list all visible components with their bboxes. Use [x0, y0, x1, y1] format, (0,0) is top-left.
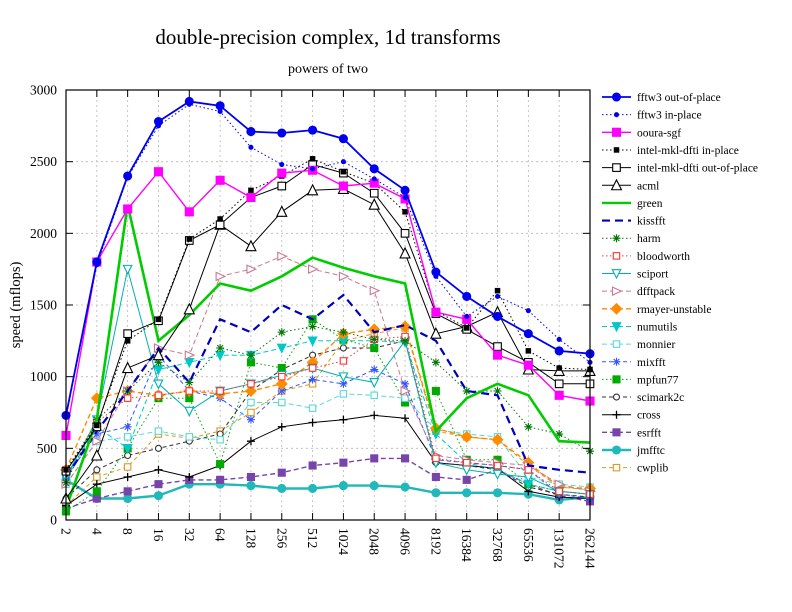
series-line	[65, 340, 591, 495]
legend-label: mixfft	[637, 357, 666, 369]
series-line	[65, 478, 591, 502]
legend: fftw3 out-of-place fftw3 in-place ooura-sg…	[602, 92, 758, 475]
series-line	[65, 103, 591, 417]
legend-item: sciport	[602, 269, 669, 281]
x-tick-label: 16	[151, 528, 166, 542]
chart-subtitle: powers of two	[288, 62, 368, 77]
legend-item: cross	[602, 410, 661, 422]
legend-label: harm	[637, 233, 661, 245]
legend-item: monnier	[602, 339, 675, 351]
x-tick-label: 2048	[367, 528, 382, 555]
legend-label: cross	[637, 410, 661, 422]
x-tick-label: 256	[274, 528, 289, 549]
legend-label: rmayer-unstable	[637, 304, 712, 316]
y-tick-label: 2500	[30, 154, 57, 169]
legend-item: dfftpack	[602, 286, 675, 298]
series-line	[65, 327, 591, 507]
legend-label: fftw3 out-of-place	[637, 92, 721, 104]
x-tick-label: 4096	[398, 528, 413, 555]
legend-label: kissfft	[637, 216, 666, 228]
series-line	[65, 293, 591, 478]
x-tick-label: 128	[243, 528, 258, 549]
legend-item: harm	[602, 233, 661, 245]
series-line	[65, 457, 591, 510]
x-tick-label: 64	[213, 528, 228, 542]
legend-label: jmfftc	[636, 445, 665, 457]
series-line	[65, 335, 591, 495]
x-tick-label: 262144	[583, 528, 598, 569]
x-tick-label: 65536	[521, 528, 536, 562]
legend-label: scimark2c	[637, 392, 684, 404]
x-tick-label: 2	[59, 528, 74, 535]
legend-label: dfftpack	[637, 286, 675, 298]
axes: 0 500 1000 1500 2000 2500 3000 2 4 8 16 32 64 128 256 5…	[30, 83, 598, 569]
legend-item: green	[602, 198, 663, 210]
legend-item: fftw3 out-of-place	[602, 92, 721, 104]
legend-label: intel-mkl-dfti out-of-place	[637, 163, 758, 175]
legend-item: numutils	[602, 321, 678, 333]
series-line	[65, 269, 591, 495]
series-line	[65, 100, 591, 416]
x-tick-label: 131072	[552, 528, 567, 569]
x-tick-label: 512	[305, 528, 320, 548]
legend-item: fftw3 in-place	[602, 110, 702, 122]
chart-title: double-precision complex, 1d transforms	[155, 25, 500, 49]
legend-label: fftw3 in-place	[637, 110, 702, 122]
legend-label: intel-mkl-dfti in-place	[637, 145, 739, 157]
legend-item: intel-mkl-dfti out-of-place	[602, 163, 758, 175]
legend-label: sciport	[637, 269, 669, 281]
series-line	[65, 255, 591, 492]
legend-item: jmfftc	[602, 445, 665, 457]
legend-label: ooura-sgf	[637, 127, 681, 139]
x-tick-label: 4	[89, 528, 104, 535]
series-line	[65, 188, 590, 499]
data-series	[60, 96, 597, 516]
x-tick-label: 32	[182, 528, 197, 542]
y-tick-label: 1000	[30, 369, 57, 384]
legend-item: cwplib	[602, 463, 669, 475]
legend-label: acml	[637, 180, 659, 192]
legend-label: cwplib	[637, 463, 669, 475]
series-line	[65, 169, 591, 436]
series-line	[65, 325, 591, 483]
legend-item: intel-mkl-dfti in-place	[602, 145, 739, 157]
legend-item: acml	[602, 178, 659, 192]
series-line	[64, 204, 591, 509]
x-tick-label: 8	[120, 528, 135, 535]
series-line	[65, 340, 591, 499]
legend-item: esrfft	[602, 427, 662, 439]
legend-label: numutils	[637, 321, 678, 333]
series-line	[65, 163, 590, 472]
x-tick-label: 16384	[459, 528, 474, 562]
y-tick-label: 1500	[30, 298, 57, 313]
y-tick-label: 500	[37, 441, 58, 456]
legend-item: kissfft	[602, 216, 666, 228]
legend-item: mpfun77	[602, 374, 679, 386]
legend-label: green	[637, 198, 663, 210]
x-tick-label: 8192	[428, 528, 443, 555]
legend-label: monnier	[637, 339, 675, 351]
y-tick-label: 0	[50, 513, 57, 528]
legend-item: mixfft	[602, 357, 666, 369]
series-line	[65, 325, 591, 490]
y-tick-label: 2000	[30, 226, 57, 241]
legend-item: ooura-sgf	[602, 127, 681, 139]
series-line	[65, 393, 591, 488]
x-tick-label: 32768	[490, 528, 505, 562]
legend-label: esrfft	[637, 427, 662, 439]
legend-label: bloodworth	[637, 251, 690, 263]
legend-item: rmayer-unstable	[602, 302, 712, 316]
x-tick-label: 1024	[336, 528, 351, 555]
y-tick-label: 3000	[30, 83, 57, 98]
series-line	[65, 158, 591, 471]
legend-item: scimark2c	[602, 392, 684, 404]
series-line	[65, 318, 591, 512]
y-axis-label: speed (mflops)	[8, 262, 24, 349]
legend-item: bloodworth	[602, 251, 690, 263]
legend-label: mpfun77	[637, 374, 679, 386]
